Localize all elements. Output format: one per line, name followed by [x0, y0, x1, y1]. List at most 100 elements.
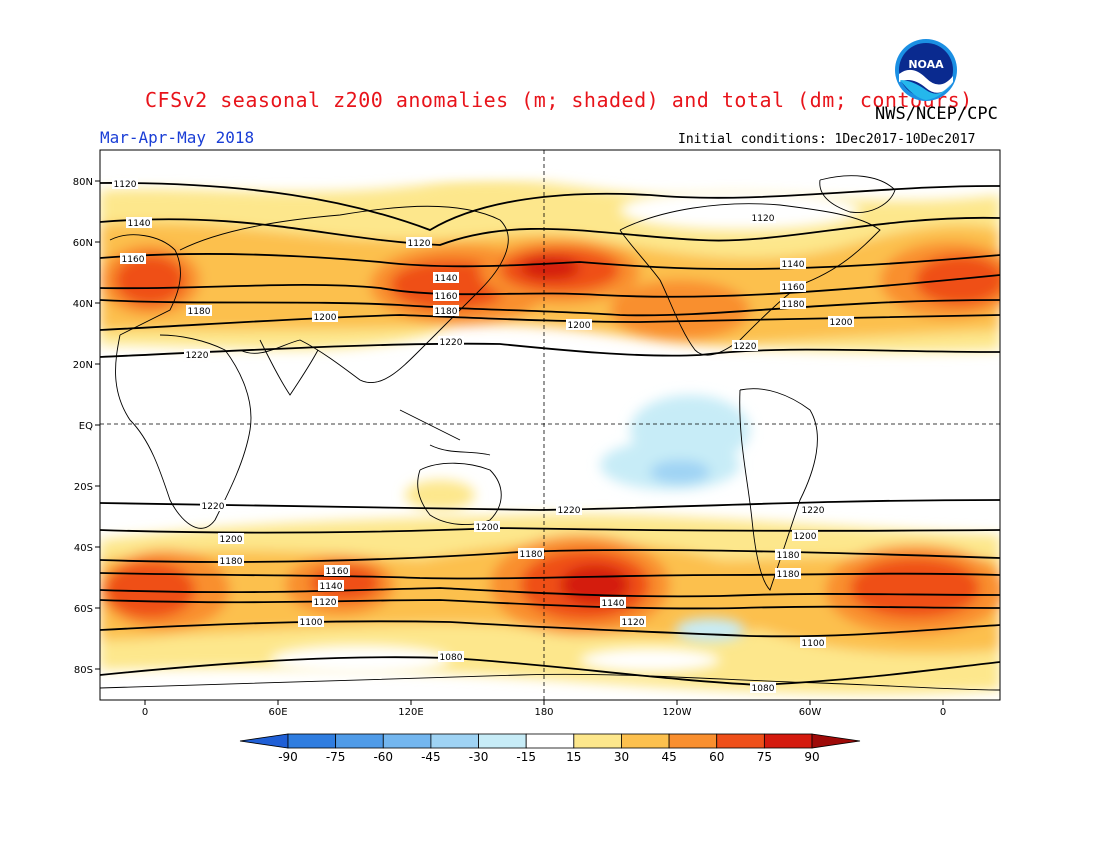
svg-text:40N: 40N [73, 299, 93, 310]
lon-tick: 120E [398, 700, 424, 718]
colorbar-label: -75 [326, 750, 346, 764]
colorbar-label: 45 [661, 750, 676, 764]
colorbar-segment [668, 733, 718, 749]
colorbar-label: -60 [373, 750, 393, 764]
colorbar-segment [430, 733, 479, 749]
contour-label: 1120 [312, 596, 338, 608]
svg-text:1120: 1120 [752, 214, 775, 224]
svg-text:1200: 1200 [794, 532, 817, 542]
lat-axis: 80N 60N 40N 20N EQ 20S 40S 60S 80S [73, 177, 100, 676]
svg-text:20S: 20S [74, 482, 93, 493]
contour-label: 1140 [318, 580, 344, 592]
lon-tick: 180 [534, 700, 554, 718]
contour-label: 1180 [775, 549, 801, 561]
lat-tick: 40N [73, 299, 100, 310]
contour-label: 1200 [218, 533, 244, 545]
svg-text:1120: 1120 [622, 618, 645, 628]
contour-label: 1100 [298, 616, 324, 628]
contour-label: 1140 [126, 217, 152, 229]
svg-text:80S: 80S [74, 665, 93, 676]
svg-text:1180: 1180 [782, 300, 805, 310]
lat-tick: 60S [74, 604, 100, 615]
lat-tick: 60N [73, 238, 100, 249]
svg-text:1200: 1200 [220, 535, 243, 545]
contour-label: 1180 [433, 305, 459, 317]
contour-label: 1080 [750, 682, 776, 694]
colorbar-segment [478, 733, 527, 749]
contour-label: 1200 [312, 311, 338, 323]
contour-label: 1080 [438, 651, 464, 663]
svg-text:40S: 40S [74, 543, 93, 554]
colorbar: -90 -75 -60 -45 -30 -15 15 30 45 60 75 90 [239, 733, 861, 764]
lat-tick: EQ [79, 421, 100, 432]
svg-text:EQ: EQ [79, 421, 93, 432]
svg-text:1140: 1140 [320, 582, 343, 592]
svg-text:1080: 1080 [752, 684, 775, 694]
svg-text:1100: 1100 [802, 639, 825, 649]
colorbar-segment [335, 733, 384, 749]
colorbar-segment [525, 733, 575, 749]
svg-text:1100: 1100 [300, 618, 323, 628]
svg-text:0: 0 [142, 707, 148, 718]
svg-text:1180: 1180 [520, 550, 543, 560]
contour-labels: 1120 1140 1160 1180 1200 1220 1120 1140 … [112, 178, 854, 694]
svg-text:1120: 1120 [314, 598, 337, 608]
contour-label: 1220 [732, 340, 758, 352]
lon-tick: 120W [663, 700, 692, 718]
svg-text:120E: 120E [398, 707, 423, 718]
colorbar-label: -90 [278, 750, 298, 764]
contour-label: 1120 [620, 616, 646, 628]
svg-text:60W: 60W [799, 707, 822, 718]
svg-text:80N: 80N [73, 177, 93, 188]
contour-label: 1220 [438, 336, 464, 348]
svg-text:1140: 1140 [435, 274, 458, 284]
contour-label: 1120 [406, 237, 432, 249]
svg-text:1220: 1220 [440, 338, 463, 348]
contour-label: 1220 [800, 504, 826, 516]
colorbar-label: -15 [516, 750, 536, 764]
contour-label: 1220 [556, 504, 582, 516]
contour-label: 1180 [775, 568, 801, 580]
colorbar-label: -45 [421, 750, 441, 764]
contour-label: 1140 [433, 272, 459, 284]
contour-label: 1200 [474, 521, 500, 533]
lat-tick: 20N [73, 360, 100, 371]
lat-tick: 20S [74, 482, 100, 493]
colorbar-segment [287, 733, 337, 749]
svg-text:1220: 1220 [734, 342, 757, 352]
svg-text:180: 180 [534, 707, 553, 718]
svg-text:1220: 1220 [558, 506, 581, 516]
svg-text:1200: 1200 [568, 321, 591, 331]
lat-tick: 80N [73, 177, 100, 188]
colorbar-label: 15 [566, 750, 581, 764]
contour-label: 1160 [324, 565, 350, 577]
svg-text:NOAA: NOAA [908, 58, 944, 71]
svg-text:1220: 1220 [186, 351, 209, 361]
noaa-logo: NOAA [895, 39, 957, 101]
colorbar-label: -30 [469, 750, 489, 764]
contour-label: 1100 [800, 637, 826, 649]
svg-text:1180: 1180 [435, 307, 458, 317]
svg-text:0: 0 [940, 707, 946, 718]
plot-area: 1120 1140 1160 1180 1200 1220 1120 1140 … [100, 150, 1000, 700]
colorbar-segment [621, 733, 670, 749]
negative-anomaly [600, 395, 750, 642]
initial-conditions-label: Initial conditions: 1Dec2017-10Dec2017 [678, 132, 976, 147]
contour-label: 1160 [433, 290, 459, 302]
svg-text:1220: 1220 [802, 506, 825, 516]
contour-label: 1140 [780, 258, 806, 270]
svg-text:1180: 1180 [220, 557, 243, 567]
contour-label: 1180 [186, 305, 212, 317]
svg-text:60E: 60E [268, 707, 287, 718]
lon-tick: 0 [940, 700, 946, 718]
lat-tick: 40S [74, 543, 100, 554]
colorbar-segment-high [811, 733, 861, 749]
svg-text:1160: 1160 [326, 567, 349, 577]
contour-label: 1180 [218, 555, 244, 567]
contour-label: 1120 [112, 178, 138, 190]
contour-label: 1160 [120, 253, 146, 265]
svg-text:1120: 1120 [408, 239, 431, 249]
svg-text:20N: 20N [73, 360, 93, 371]
svg-text:1160: 1160 [782, 283, 805, 293]
